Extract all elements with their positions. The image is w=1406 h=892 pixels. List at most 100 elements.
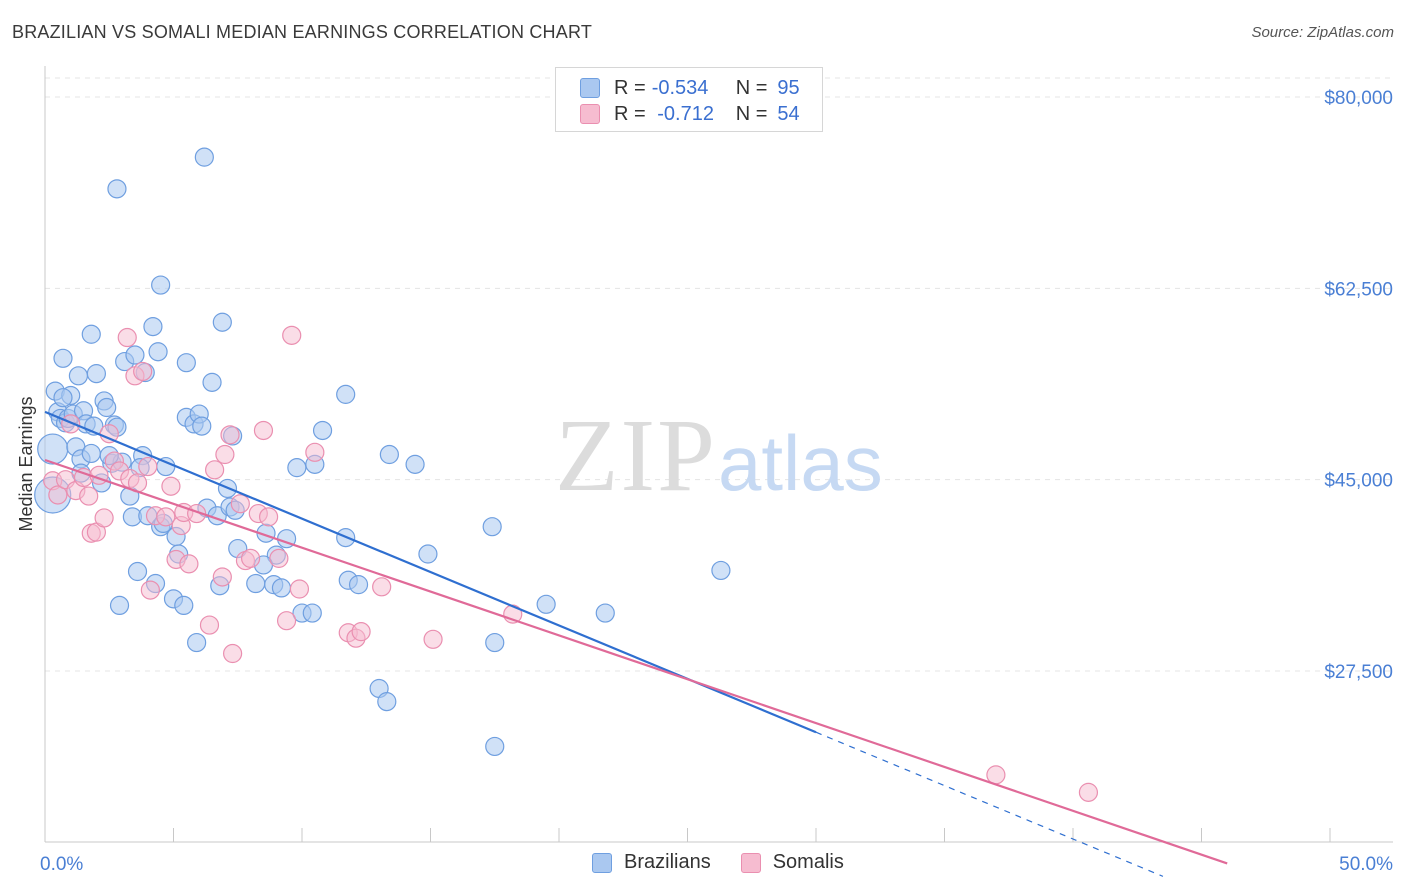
bottom-legend-brazilians[interactable]: Brazilians [592,851,711,874]
point-somalis [117,327,137,348]
point-brazilians [287,458,307,478]
point-somalis [61,414,81,434]
chart-title: BRAZILIAN VS SOMALI MEDIAN EARNINGS CORR… [12,22,593,42]
point-brazilians [81,443,101,464]
point-brazilians [125,345,145,365]
point-brazilians [107,179,127,199]
point-brazilians [143,317,163,337]
point-brazilians [246,573,266,594]
legend-r-label: R = [614,102,646,125]
y-tick-labels: $27,500 $45,000 $62,500 $80,000 [1324,88,1393,683]
point-somalis [289,579,310,599]
trendline-brazilians-extension [815,731,1164,877]
point-brazilians [377,692,397,712]
bottom-legend-label: Somalis [772,851,844,873]
bottom-legend: Brazilians Somalis [592,851,874,874]
point-brazilians [148,342,168,362]
point-brazilians [187,632,207,653]
x-tick-label-0: 0.0% [40,854,83,875]
point-somalis [133,361,153,382]
point-brazilians [312,420,333,441]
point-brazilians [711,560,731,581]
point-somalis [372,577,392,597]
point-brazilians [302,603,322,623]
point-somalis [269,548,289,568]
point-brazilians [336,384,356,404]
point-somalis [223,643,243,664]
point-brazilians [595,603,615,623]
point-brazilians [348,575,369,595]
legend-row-somalis: R = -0.712 N = 54 [580,102,800,126]
legend-r-label: R = [614,76,646,99]
point-somalis [230,494,250,514]
point-brazilians [271,578,292,598]
point-brazilians [86,364,107,384]
point-somalis [156,507,176,527]
point-brazilians [81,324,101,344]
legend-n-label: N = [735,76,768,99]
x-tick-labels: 0.0% 50.0% [40,854,1393,875]
point-brazilians [485,632,505,653]
watermark-zip: ZIP [555,398,717,513]
point-somalis [258,507,279,527]
point-brazilians [482,517,502,537]
point-somalis [305,442,325,462]
point-brazilians [212,312,232,332]
point-brazilians [379,444,399,465]
point-somalis [48,485,68,505]
point-brazilians [68,366,89,386]
legend-swatch-pink [740,852,761,873]
legend-r-value: -0.712 [651,102,714,125]
point-brazilians [202,372,222,392]
bottom-legend-label: Brazilians [624,851,711,873]
point-somalis [351,622,371,642]
point-brazilians [109,595,130,616]
point-somalis [140,580,160,600]
point-somalis [220,425,240,445]
point-brazilians [37,433,69,465]
y-tick-label: $27,500 [1324,662,1393,683]
y-tick-label: $45,000 [1324,471,1393,492]
bottom-legend-somalis[interactable]: Somalis [740,851,844,874]
series-somalis [43,325,1099,802]
point-brazilians [53,388,73,408]
point-brazilians [97,397,117,418]
point-brazilians [485,736,505,757]
legend-box: R = -0.534 N = 95 R = -0.712 N = 54 [555,67,823,132]
point-brazilians [405,454,425,474]
legend-swatch-blue [592,852,612,873]
legend-n-value: 95 [777,76,800,99]
x-tick-label-50: 50.0% [1339,854,1393,875]
point-somalis [423,629,443,649]
point-somalis [161,476,181,496]
point-brazilians [174,595,194,616]
point-somalis [241,548,261,568]
point-somalis [253,420,274,441]
trendlines [44,410,1228,877]
point-somalis [94,508,114,528]
legend-swatch-blue [580,78,600,98]
point-brazilians [194,147,214,167]
point-brazilians [192,416,212,436]
point-brazilians [53,348,73,368]
point-somalis [138,456,158,477]
point-somalis [79,486,99,506]
point-brazilians [127,561,148,582]
source-label: Source: ZipAtlas.com [1251,24,1394,41]
point-somalis [276,611,297,631]
watermark-atlas: atlas [718,419,883,507]
point-brazilians [418,544,438,564]
point-somalis [215,444,235,465]
legend-n-label: N = [735,102,768,125]
legend-swatch-pink [580,104,600,124]
point-brazilians [536,594,556,614]
legend-row-brazilians: R = -0.534 N = 95 [580,76,800,100]
point-somalis [179,554,199,574]
y-axis-label: Median Earnings [16,396,36,531]
point-somalis [1078,782,1099,802]
watermark: ZIP atlas [555,398,883,513]
legend-n-value: 54 [777,102,800,125]
y-tick-label: $80,000 [1324,88,1393,109]
point-somalis [205,460,225,480]
